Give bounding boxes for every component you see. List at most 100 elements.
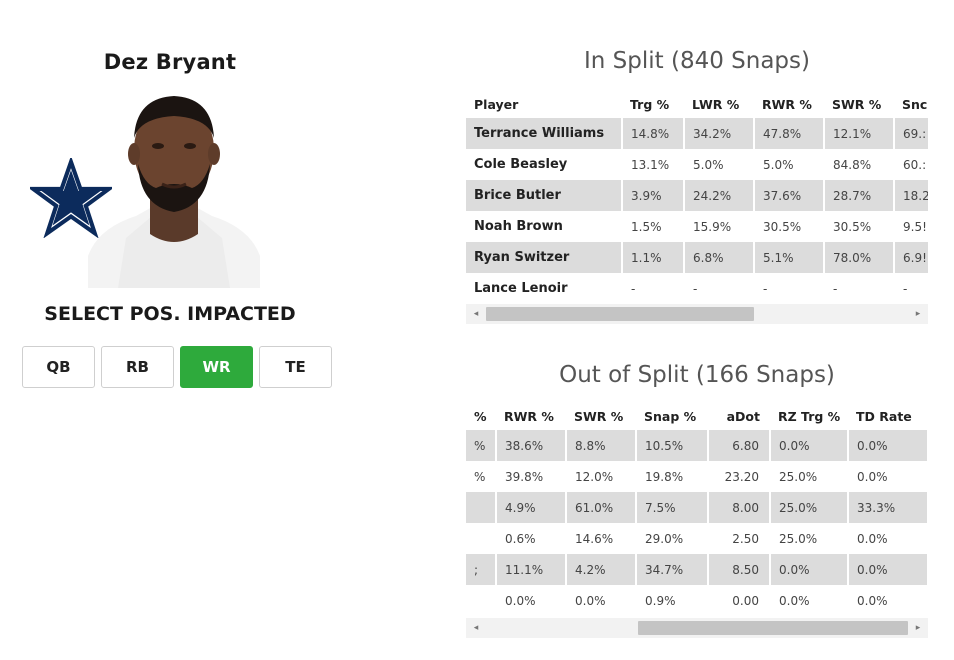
table-cell: 30.5% (754, 211, 825, 242)
table-cell: 38.6% (496, 430, 567, 461)
table-row: ; 11.1% 4.2% 34.7% 8.50 0.0% 0.0% (466, 554, 928, 585)
table-cell: 84.8% (824, 149, 895, 180)
table-cell (466, 523, 497, 554)
column-header[interactable]: Snap % (644, 408, 697, 424)
scroll-left-arrow-icon[interactable]: ◂ (473, 623, 479, 633)
in-split-table-container[interactable]: Player Trg % LWR % RWR % SWR % Snc Terra… (466, 90, 928, 304)
column-header[interactable]: LWR % (692, 96, 740, 112)
table-cell: 0.0% (566, 585, 637, 616)
table-cell: 13.1% (622, 149, 685, 180)
table-row: 0.0% 0.0% 0.9% 0.00 0.0% 0.0% (466, 585, 928, 616)
table-cell: 11.1% (496, 554, 567, 585)
table-row: 4.9% 61.0% 7.5% 8.00 25.0% 33.3% (466, 492, 928, 523)
column-header[interactable]: Snc (902, 96, 928, 112)
table-cell: 8.8% (566, 430, 637, 461)
select-position-title: SELECT POS. IMPACTED (44, 303, 296, 325)
table-cell: 15.9% (684, 211, 755, 242)
table-cell: 1.5% (622, 211, 685, 242)
column-header[interactable]: Trg % (630, 96, 670, 112)
table-cell: 34.2% (684, 118, 755, 149)
player-cell: Terrance Williams (466, 118, 623, 149)
table-cell: 14.6% (566, 523, 637, 554)
table-cell: 1.1% (622, 242, 685, 273)
in-split-horizontal-scrollbar[interactable]: ◂ ▸ (466, 304, 928, 324)
scroll-right-arrow-icon[interactable]: ▸ (915, 309, 921, 319)
player-name: Dez Bryant (103, 50, 237, 74)
table-cell: 0.9% (636, 585, 709, 616)
player-cell: Lance Lenoir (466, 273, 623, 304)
out-split-title: Out of Split (166 Snaps) (559, 362, 835, 388)
column-header[interactable]: Player (474, 96, 519, 112)
table-cell: 69.: (894, 118, 928, 149)
table-cell: 30.5% (824, 211, 895, 242)
table-cell: 12.0% (566, 461, 637, 492)
in-split-title: In Split (840 Snaps) (584, 48, 810, 74)
table-cell: 25.0% (770, 461, 849, 492)
table-cell: - (824, 273, 895, 304)
table-cell: 8.00 (708, 492, 771, 523)
table-row: Ryan Switzer 1.1% 6.8% 5.1% 78.0% 6.9! (466, 242, 928, 273)
table-cell: - (622, 273, 685, 304)
in-split-table: Player Trg % LWR % RWR % SWR % Snc Terra… (466, 90, 928, 304)
table-row: Lance Lenoir - - - - - (466, 273, 928, 304)
table-cell: 4.9% (496, 492, 567, 523)
team-star-logo-icon (30, 158, 112, 238)
table-cell: 0.0% (848, 523, 928, 554)
player-headshot-image (88, 96, 260, 288)
table-cell: 0.0% (848, 554, 928, 585)
table-row: Terrance Williams 14.8% 34.2% 47.8% 12.1… (466, 118, 928, 149)
table-cell: % (466, 430, 497, 461)
table-cell: 4.2% (566, 554, 637, 585)
position-button-wr[interactable]: WR (180, 346, 253, 388)
column-header[interactable]: RWR % (504, 408, 554, 424)
table-cell: - (754, 273, 825, 304)
table-cell: 0.0% (770, 585, 849, 616)
column-header[interactable]: SWR % (832, 96, 882, 112)
column-header[interactable]: % (474, 408, 487, 424)
table-cell: 7.5% (636, 492, 709, 523)
table-cell: 33.3% (848, 492, 928, 523)
position-button-rb[interactable]: RB (101, 346, 174, 388)
table-cell: 0.0% (848, 430, 928, 461)
column-header[interactable]: RWR % (762, 96, 812, 112)
out-split-table-container[interactable]: % RWR % SWR % Snap % aDot RZ Trg % TD Ra… (466, 402, 928, 616)
table-cell: 8.50 (708, 554, 771, 585)
table-row: Brice Butler 3.9% 24.2% 37.6% 28.7% 18.2 (466, 180, 928, 211)
table-cell: 28.7% (824, 180, 895, 211)
table-cell: 0.0% (770, 554, 849, 585)
column-header[interactable]: aDot (726, 408, 760, 424)
table-cell: 12.1% (824, 118, 895, 149)
table-cell: 6.8% (684, 242, 755, 273)
table-cell: 0.0% (848, 585, 928, 616)
table-cell: 25.0% (770, 492, 849, 523)
table-cell: 25.0% (770, 523, 849, 554)
scrollbar-thumb[interactable] (486, 307, 754, 321)
out-split-horizontal-scrollbar[interactable]: ◂ ▸ (466, 618, 928, 638)
table-cell: 24.2% (684, 180, 755, 211)
position-button-te[interactable]: TE (259, 346, 332, 388)
position-button-qb[interactable]: QB (22, 346, 95, 388)
player-cell: Noah Brown (466, 211, 623, 242)
table-cell: 3.9% (622, 180, 685, 211)
table-cell: 10.5% (636, 430, 709, 461)
table-cell (466, 492, 497, 523)
table-cell: 60.: (894, 149, 928, 180)
table-row: % 38.6% 8.8% 10.5% 6.80 0.0% 0.0% (466, 430, 928, 461)
scroll-right-arrow-icon[interactable]: ▸ (915, 623, 921, 633)
table-cell: 6.80 (708, 430, 771, 461)
table-cell: - (684, 273, 755, 304)
table-cell: 19.8% (636, 461, 709, 492)
table-cell: 9.5! (894, 211, 928, 242)
column-header[interactable]: SWR % (574, 408, 624, 424)
position-button-group: QB RB WR TE (22, 346, 332, 388)
scroll-left-arrow-icon[interactable]: ◂ (473, 309, 479, 319)
player-cell: Cole Beasley (466, 149, 623, 180)
column-header[interactable]: RZ Trg % (778, 408, 841, 424)
table-cell: 5.1% (754, 242, 825, 273)
table-cell: 0.6% (496, 523, 567, 554)
table-row: Noah Brown 1.5% 15.9% 30.5% 30.5% 9.5! (466, 211, 928, 242)
column-header[interactable]: TD Rate (856, 408, 912, 424)
scrollbar-thumb[interactable] (638, 621, 908, 635)
table-cell: ; (466, 554, 497, 585)
table-cell: % (466, 461, 497, 492)
